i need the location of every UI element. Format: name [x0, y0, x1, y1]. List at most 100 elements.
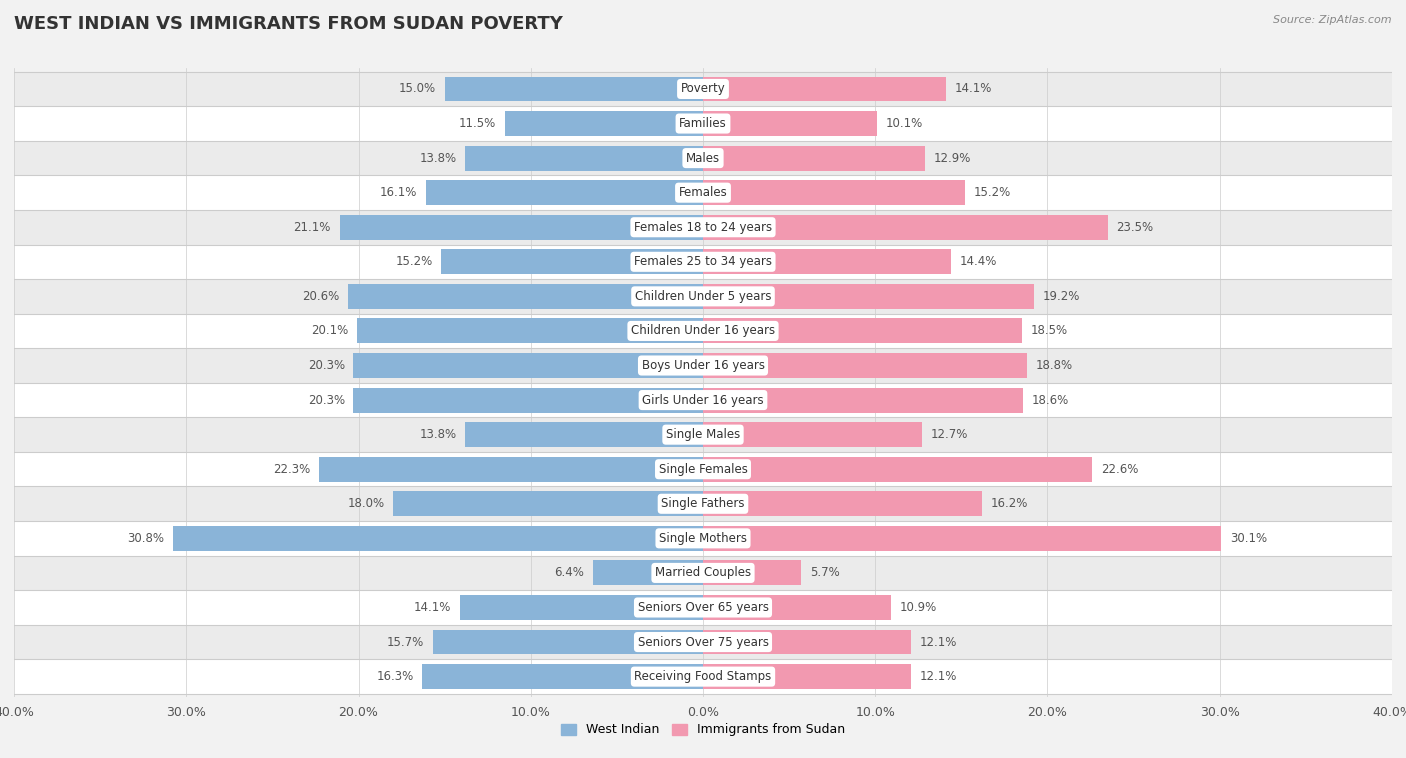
FancyBboxPatch shape	[0, 245, 1406, 279]
Bar	[319, 457, 703, 481]
Text: Single Females: Single Females	[658, 462, 748, 476]
Text: 10.9%: 10.9%	[900, 601, 936, 614]
Text: 14.1%: 14.1%	[955, 83, 991, 96]
Bar	[703, 318, 1022, 343]
Bar	[703, 77, 946, 102]
Bar	[392, 491, 703, 516]
Bar	[426, 180, 703, 205]
Text: 10.1%: 10.1%	[886, 117, 922, 130]
Text: Males: Males	[686, 152, 720, 164]
Text: 12.9%: 12.9%	[934, 152, 972, 164]
Text: 30.1%: 30.1%	[1230, 532, 1267, 545]
FancyBboxPatch shape	[0, 452, 1406, 487]
Text: 22.3%: 22.3%	[273, 462, 311, 476]
Text: Females 25 to 34 years: Females 25 to 34 years	[634, 255, 772, 268]
FancyBboxPatch shape	[0, 348, 1406, 383]
Bar	[357, 318, 703, 343]
Text: 22.6%: 22.6%	[1101, 462, 1139, 476]
Bar	[703, 560, 801, 585]
FancyBboxPatch shape	[0, 418, 1406, 452]
Bar	[353, 353, 703, 378]
FancyBboxPatch shape	[0, 175, 1406, 210]
Bar	[465, 146, 703, 171]
Text: 20.1%: 20.1%	[311, 324, 349, 337]
Bar	[349, 284, 703, 309]
Text: 6.4%: 6.4%	[554, 566, 583, 579]
Bar	[353, 387, 703, 412]
Bar	[460, 595, 703, 620]
Text: Females 18 to 24 years: Females 18 to 24 years	[634, 221, 772, 233]
Bar	[433, 630, 703, 654]
Bar	[703, 526, 1222, 551]
FancyBboxPatch shape	[0, 279, 1406, 314]
Text: Source: ZipAtlas.com: Source: ZipAtlas.com	[1274, 15, 1392, 25]
Text: 20.3%: 20.3%	[308, 359, 344, 372]
Text: 12.1%: 12.1%	[920, 635, 957, 649]
Text: 15.0%: 15.0%	[399, 83, 436, 96]
FancyBboxPatch shape	[0, 487, 1406, 521]
Text: 23.5%: 23.5%	[1116, 221, 1153, 233]
Text: Boys Under 16 years: Boys Under 16 years	[641, 359, 765, 372]
Text: 12.1%: 12.1%	[920, 670, 957, 683]
FancyBboxPatch shape	[0, 141, 1406, 175]
Text: Families: Families	[679, 117, 727, 130]
FancyBboxPatch shape	[0, 625, 1406, 659]
FancyBboxPatch shape	[0, 210, 1406, 245]
FancyBboxPatch shape	[0, 106, 1406, 141]
Bar	[173, 526, 703, 551]
Bar	[703, 595, 891, 620]
Text: Married Couples: Married Couples	[655, 566, 751, 579]
FancyBboxPatch shape	[0, 556, 1406, 590]
Bar	[444, 77, 703, 102]
Text: 16.1%: 16.1%	[380, 186, 418, 199]
Bar	[593, 560, 703, 585]
Text: Poverty: Poverty	[681, 83, 725, 96]
Text: 18.5%: 18.5%	[1031, 324, 1067, 337]
Bar	[703, 215, 1108, 240]
Text: Receiving Food Stamps: Receiving Food Stamps	[634, 670, 772, 683]
FancyBboxPatch shape	[0, 383, 1406, 418]
Text: 21.1%: 21.1%	[294, 221, 330, 233]
Text: 15.7%: 15.7%	[387, 635, 425, 649]
Bar	[703, 353, 1026, 378]
Bar	[703, 111, 877, 136]
Text: 11.5%: 11.5%	[460, 117, 496, 130]
Bar	[703, 387, 1024, 412]
Text: Single Fathers: Single Fathers	[661, 497, 745, 510]
FancyBboxPatch shape	[0, 521, 1406, 556]
Bar	[703, 457, 1092, 481]
Text: Girls Under 16 years: Girls Under 16 years	[643, 393, 763, 406]
Text: 5.7%: 5.7%	[810, 566, 839, 579]
Text: 18.0%: 18.0%	[347, 497, 384, 510]
Text: Single Males: Single Males	[666, 428, 740, 441]
Text: 30.8%: 30.8%	[127, 532, 165, 545]
Text: 20.3%: 20.3%	[308, 393, 344, 406]
FancyBboxPatch shape	[0, 590, 1406, 625]
Text: 18.8%: 18.8%	[1035, 359, 1073, 372]
Text: Children Under 5 years: Children Under 5 years	[634, 290, 772, 303]
Text: Children Under 16 years: Children Under 16 years	[631, 324, 775, 337]
Text: WEST INDIAN VS IMMIGRANTS FROM SUDAN POVERTY: WEST INDIAN VS IMMIGRANTS FROM SUDAN POV…	[14, 15, 562, 33]
Bar	[703, 664, 911, 689]
Text: 16.2%: 16.2%	[991, 497, 1028, 510]
Bar	[703, 146, 925, 171]
Bar	[703, 180, 965, 205]
Text: 12.7%: 12.7%	[931, 428, 967, 441]
Bar	[422, 664, 703, 689]
FancyBboxPatch shape	[0, 659, 1406, 694]
Text: 14.1%: 14.1%	[415, 601, 451, 614]
Text: 13.8%: 13.8%	[419, 428, 457, 441]
FancyBboxPatch shape	[0, 72, 1406, 106]
Bar	[703, 284, 1033, 309]
Bar	[703, 249, 950, 274]
Text: 19.2%: 19.2%	[1042, 290, 1080, 303]
Text: Seniors Over 75 years: Seniors Over 75 years	[637, 635, 769, 649]
Text: 14.4%: 14.4%	[960, 255, 997, 268]
Text: Females: Females	[679, 186, 727, 199]
Text: 18.6%: 18.6%	[1032, 393, 1069, 406]
Text: 15.2%: 15.2%	[973, 186, 1011, 199]
Text: Single Mothers: Single Mothers	[659, 532, 747, 545]
Bar	[703, 491, 981, 516]
Legend: West Indian, Immigrants from Sudan: West Indian, Immigrants from Sudan	[555, 719, 851, 741]
Bar	[703, 630, 911, 654]
